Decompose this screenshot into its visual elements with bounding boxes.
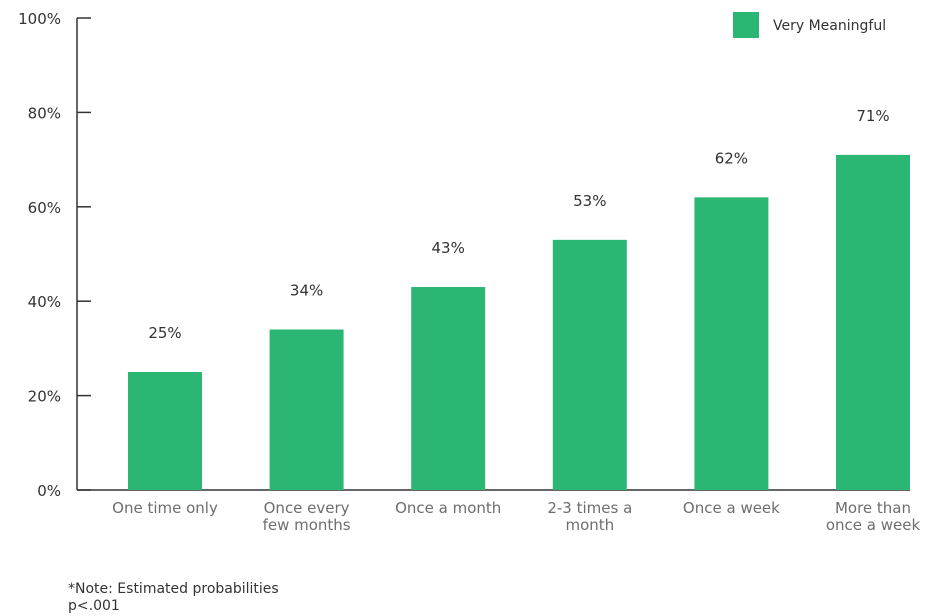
category-label: Once every few months: [263, 499, 351, 534]
category-label-line: More than: [835, 499, 911, 517]
category-label-line: One time only: [112, 499, 218, 517]
y-tick-label: 40%: [28, 293, 61, 311]
category-label-line: few months: [263, 516, 351, 534]
category-label-line: Once a month: [395, 499, 501, 517]
y-tick-label: 100%: [18, 10, 61, 28]
bar: [411, 287, 486, 490]
axes: 0% 20% 40% 60% 80% 100%: [18, 10, 910, 500]
y-tick-label: 20%: [28, 388, 61, 406]
bar: [552, 239, 627, 490]
category-label-line: month: [565, 516, 614, 534]
bar-chart: 0% 20% 40% 60% 80% 100% 25% 34% 43% 53% 62% 71% On…: [18, 10, 920, 534]
data-labels: 25% 34% 43% 53% 62% 71%: [148, 107, 889, 342]
bar: [128, 372, 202, 490]
footnote-line-2: p<.001: [68, 598, 120, 614]
y-tick-label: 80%: [28, 104, 61, 122]
data-label: 53%: [573, 192, 606, 210]
category-label: One time only: [112, 499, 218, 517]
category-label: 2-3 times a month: [547, 499, 632, 534]
legend-label: Very Meaningful: [773, 18, 886, 34]
data-label: 43%: [432, 239, 465, 257]
category-label-line: Once a week: [683, 499, 780, 517]
bars: [128, 154, 910, 491]
data-label: 34%: [290, 282, 323, 300]
y-tick-label: 0%: [37, 482, 61, 500]
category-label: More than once a week: [826, 499, 921, 534]
data-label: 62%: [715, 149, 748, 167]
category-label-line: Once every: [264, 499, 350, 517]
bar: [836, 154, 910, 490]
category-label: Once a week: [683, 499, 780, 517]
category-labels: One time only Once every few months Once a …: [112, 499, 920, 534]
legend-swatch: [733, 12, 759, 38]
category-label-line: once a week: [826, 516, 921, 534]
footnote: *Note: Estimated probabilities p<.001: [68, 581, 279, 615]
bar: [694, 197, 769, 491]
data-label: 71%: [856, 107, 889, 125]
category-label: Once a month: [395, 499, 501, 517]
bar: [269, 329, 344, 490]
category-label-line: 2-3 times a: [547, 499, 632, 517]
y-tick-label: 60%: [28, 199, 61, 217]
footnote-line-1: *Note: Estimated probabilities: [68, 581, 279, 597]
data-label: 25%: [148, 324, 181, 342]
legend: Very Meaningful: [733, 12, 886, 38]
